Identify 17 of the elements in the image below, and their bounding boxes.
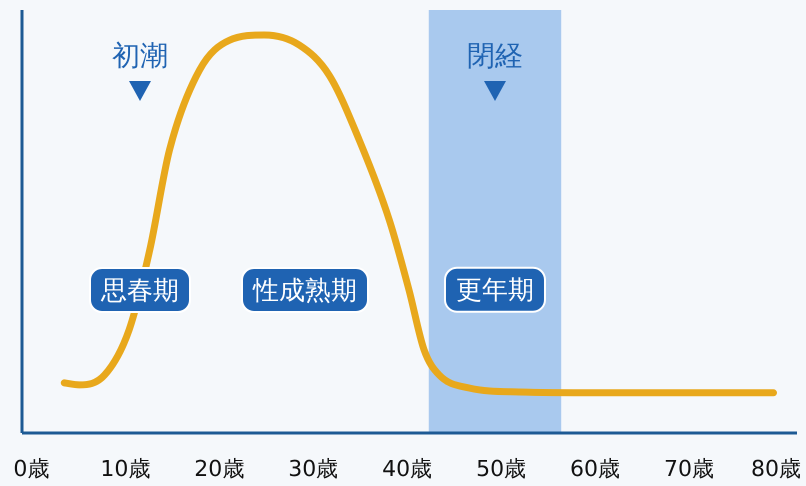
x-tick-label: 40歳 (382, 457, 432, 482)
annotation: 性成熟期 (252, 276, 357, 306)
label: 思春期 (89, 267, 191, 313)
x-tick-label: 70歳 (664, 457, 714, 482)
x-tick-label: 50歳 (476, 457, 526, 482)
annotation: 思春期 (100, 276, 179, 306)
annotation: 初潮 (112, 39, 168, 72)
x-tick-label: 0歳 (13, 457, 50, 482)
x-tick-label: 60歳 (570, 457, 620, 482)
x-tick-label: 80歳 (751, 457, 801, 482)
x-tick-label: 30歳 (288, 457, 338, 482)
annotation: 閉経 (467, 39, 523, 72)
x-tick-label: 20歳 (194, 457, 244, 482)
x-tick-label: 10歳 (100, 457, 150, 482)
label: 性成熟期 (241, 267, 369, 313)
label: 更年期 (444, 266, 546, 313)
band-label: 更年期 (456, 276, 534, 306)
